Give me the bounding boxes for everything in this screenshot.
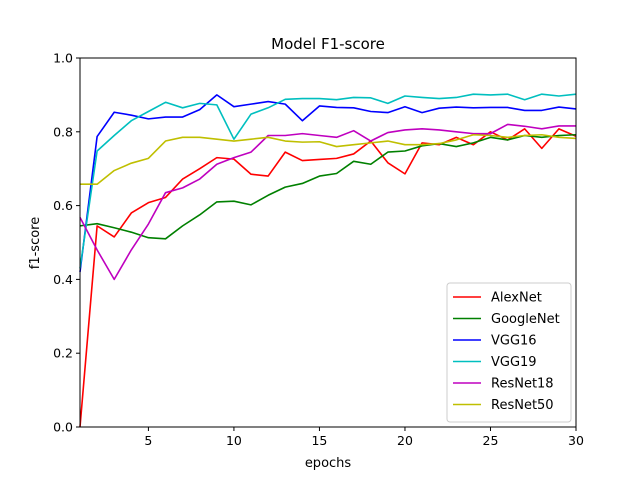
- series-line-vgg16: [79, 94, 577, 273]
- series-line-resnet50: [80, 133, 577, 185]
- y-axis: 0.0 0.2 0.4 0.6 0.8 1.0: [53, 51, 80, 435]
- series-layer: [79, 93, 577, 428]
- series-line-vgg19: [79, 93, 577, 269]
- legend-label: GoogleNet: [491, 312, 560, 327]
- x-tick-label: 15: [311, 433, 327, 448]
- legend-label: AlexNet: [491, 291, 542, 306]
- x-tick-label: 5: [144, 433, 152, 448]
- chart-title: Model F1-score: [271, 35, 385, 53]
- series-line-googlenet: [79, 133, 577, 240]
- series-line-resnet18: [79, 123, 576, 281]
- y-tick-label: 1.0: [53, 51, 73, 66]
- legend-label: VGG16: [491, 334, 537, 349]
- plot-frame: [79, 57, 577, 428]
- x-axis-label: epochs: [305, 456, 352, 471]
- y-tick-label: 0.2: [53, 346, 73, 361]
- x-tick-label: 30: [568, 433, 584, 448]
- legend-label: VGG19: [491, 355, 537, 370]
- y-tick-label: 0.8: [53, 124, 73, 139]
- y-tick-label: 0.4: [53, 272, 73, 287]
- legend: AlexNet GoogleNet VGG16 VGG19 ResNet18 ResNet…: [446, 282, 572, 423]
- y-tick-label: 0.0: [53, 420, 73, 435]
- x-tick-label: 10: [226, 433, 242, 448]
- legend-label: ResNet18: [491, 377, 554, 392]
- legend-label: ResNet50: [491, 398, 554, 413]
- x-tick-label: 25: [483, 433, 499, 448]
- x-tick-label: 20: [397, 433, 413, 448]
- y-axis-label: f1-score: [28, 217, 43, 269]
- y-tick-label: 0.6: [53, 198, 73, 213]
- x-axis: 5 10 15 20 25 30: [144, 427, 584, 448]
